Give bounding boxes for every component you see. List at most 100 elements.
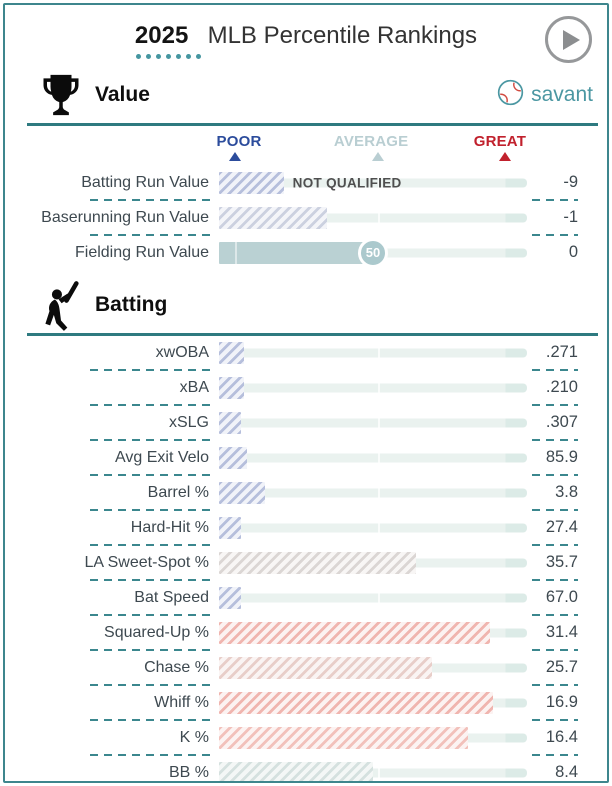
- stat-value: 27.4: [545, 518, 578, 536]
- stat-value: 67.0: [545, 588, 578, 606]
- stat-row: xwOBA .271: [5, 336, 607, 369]
- stat-value: .210: [545, 378, 578, 396]
- separator-dash-right: [532, 234, 578, 236]
- section-divider-line: [27, 333, 598, 336]
- row-separator: [5, 439, 607, 441]
- stat-label: xwOBA: [155, 343, 209, 361]
- title-year-block: 2025: [135, 22, 201, 59]
- stat-value: .307: [545, 413, 578, 431]
- stat-label: Chase %: [144, 658, 209, 676]
- row-separator: [5, 369, 607, 371]
- percentile-rankings-card: 2025 MLB Percentile Rankings Value savan…: [3, 3, 609, 783]
- bar-track: [219, 523, 527, 532]
- percentile-bar: [219, 586, 241, 609]
- separator-dash-left: [90, 474, 212, 476]
- baseball-icon: [497, 79, 524, 111]
- row-separator: [5, 199, 607, 201]
- sections-container: Value savant POOR AVERAGE GREAT Batting …: [5, 67, 607, 781]
- separator-dash-left: [90, 509, 212, 511]
- stat-row: Fielding Run Value 50 0: [5, 236, 607, 269]
- stat-label: xSLG: [168, 413, 209, 431]
- separator-dash-right: [532, 199, 578, 201]
- scale-markers: POOR AVERAGE GREAT: [216, 126, 527, 166]
- bar-track: [219, 383, 527, 392]
- bar-track: [219, 348, 527, 357]
- separator-dash-left: [90, 199, 212, 201]
- percentile-bar: [219, 691, 494, 714]
- percentile-bar-area: [219, 511, 527, 544]
- scale-label-poor: POOR: [216, 133, 262, 150]
- stat-label: BB %: [168, 763, 209, 781]
- percentile-bar: [219, 411, 241, 434]
- header: 2025 MLB Percentile Rankings: [5, 5, 607, 67]
- stat-row: Barrel % 3.8: [5, 476, 607, 509]
- percentile-bar-area: [219, 476, 527, 509]
- batter-icon: [33, 279, 89, 331]
- poor-marker-triangle-icon: [229, 152, 242, 161]
- stat-value: 0: [568, 243, 578, 261]
- separator-dash-left: [90, 754, 212, 756]
- section-title: Value: [95, 83, 150, 106]
- stat-row: Batting Run Value NOT QUALIFIED -9: [5, 166, 607, 199]
- stat-label: Squared-Up %: [104, 623, 209, 641]
- stat-value: -1: [563, 208, 578, 226]
- stat-row: Chase % 25.7: [5, 651, 607, 684]
- average-marker-triangle-icon: [371, 152, 384, 161]
- savant-wordmark: savant: [531, 83, 593, 106]
- stat-value: 85.9: [545, 448, 578, 466]
- stat-row: xSLG .307: [5, 406, 607, 439]
- separator-dash-left: [90, 649, 212, 651]
- stat-value: 16.9: [545, 693, 578, 711]
- stat-row: BB % 8.4: [5, 756, 607, 781]
- percentile-bar-area: [219, 686, 527, 719]
- stat-value: 31.4: [545, 623, 578, 641]
- stat-label: Bat Speed: [134, 588, 209, 606]
- play-button[interactable]: [545, 16, 592, 63]
- row-separator: [5, 579, 607, 581]
- section-batting: Batting savant POOR AVERAGE GREAT xwOBA: [5, 277, 607, 781]
- row-separator: [5, 649, 607, 651]
- stat-label: Fielding Run Value: [74, 243, 209, 261]
- percentile-bar: [219, 446, 247, 469]
- percentile-bar: [219, 206, 327, 229]
- percentile-bar-area: [219, 581, 527, 614]
- percentile-bar-area: [219, 756, 527, 781]
- row-separator: [5, 404, 607, 406]
- percentile-bar: [219, 656, 432, 679]
- trophy-icon: [33, 69, 89, 121]
- not-qualified-note: NOT QUALIFIED: [292, 175, 402, 190]
- percentile-bar-area: 50: [219, 236, 527, 269]
- stat-value: 25.7: [545, 658, 578, 676]
- percentile-bar: [219, 341, 244, 364]
- stat-row: Baserunning Run Value -1: [5, 201, 607, 234]
- separator-dash-right: [532, 719, 578, 721]
- stat-value: .271: [545, 343, 578, 361]
- section-value: Value savant POOR AVERAGE GREAT Batting …: [5, 67, 607, 269]
- percentile-bar: [219, 241, 373, 264]
- stat-row: Hard-Hit % 27.4: [5, 511, 607, 544]
- percentile-bar: [219, 621, 491, 644]
- stat-row: Whiff % 16.9: [5, 686, 607, 719]
- percentile-bar-area: [219, 371, 527, 404]
- bar-track: [219, 418, 527, 427]
- separator-dash-right: [532, 579, 578, 581]
- savant-logo[interactable]: savant: [497, 79, 593, 111]
- row-separator: [5, 234, 607, 236]
- separator-dash-right: [532, 474, 578, 476]
- section-header: Value savant: [5, 67, 607, 123]
- stat-value: 3.8: [555, 483, 578, 501]
- stat-row: xBA .210: [5, 371, 607, 404]
- separator-dash-left: [90, 234, 212, 236]
- stat-row: K % 16.4: [5, 721, 607, 754]
- separator-dash-right: [532, 509, 578, 511]
- stat-value: 16.4: [545, 728, 578, 746]
- percentile-bar-area: [219, 546, 527, 579]
- page-title: 2025 MLB Percentile Rankings: [5, 22, 607, 59]
- percentile-bar-area: [219, 651, 527, 684]
- great-marker-triangle-icon: [499, 152, 512, 161]
- section-header: Batting savant: [5, 277, 607, 333]
- separator-dash-left: [90, 544, 212, 546]
- separator-dash-right: [532, 614, 578, 616]
- stat-row: Bat Speed 67.0: [5, 581, 607, 614]
- section-divider-line: [27, 123, 598, 126]
